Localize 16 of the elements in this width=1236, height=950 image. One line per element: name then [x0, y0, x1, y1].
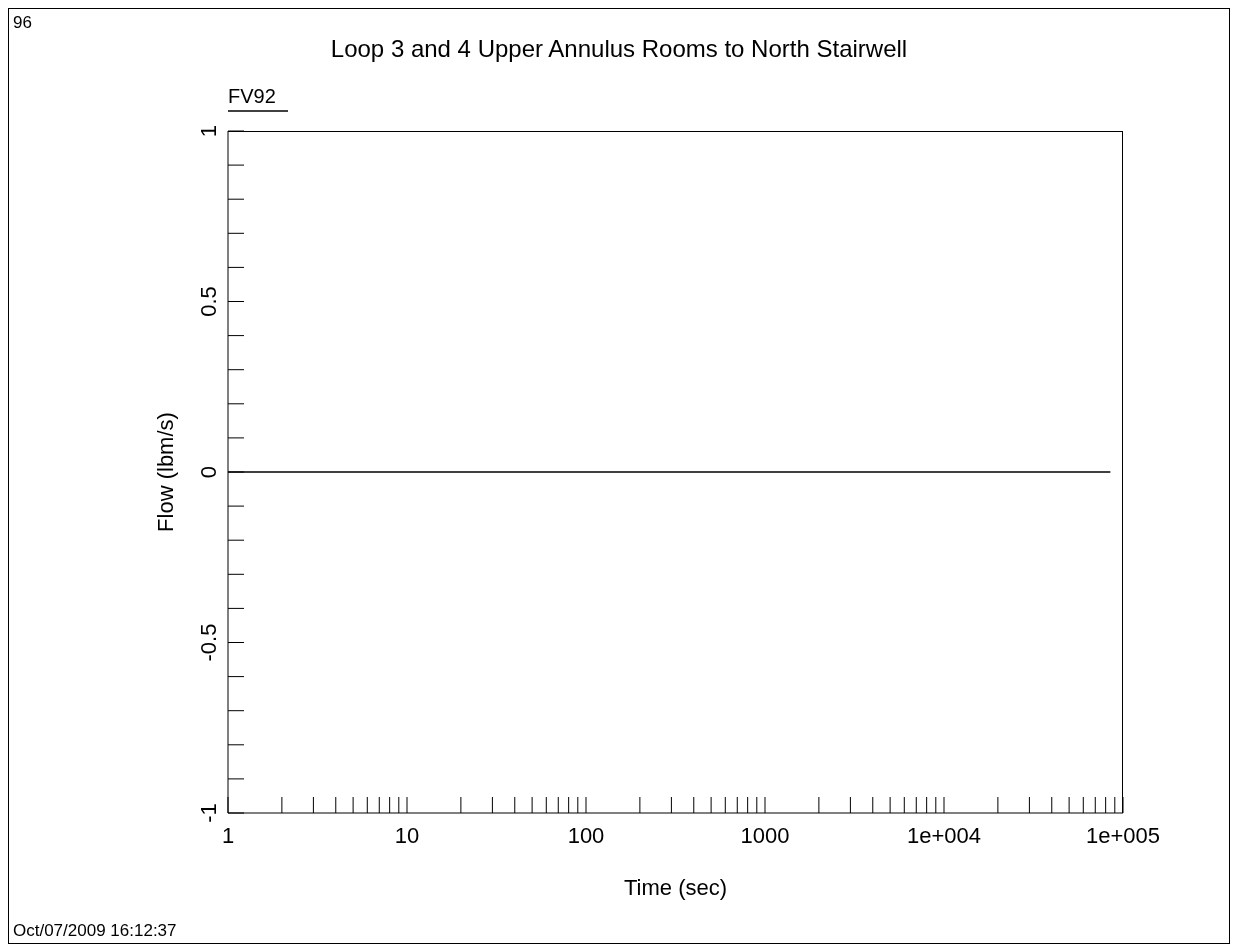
y-tick-label: 0 — [196, 465, 221, 479]
chart-title: Loop 3 and 4 Upper Annulus Rooms to North Stairwell — [329, 35, 909, 63]
x-tick-label: 1000 — [740, 823, 790, 848]
text: 96 — [13, 13, 32, 33]
x-tick-label: 100 — [567, 823, 605, 848]
text: Oct/07/2009 16:12:37 — [13, 921, 177, 941]
y-tick-label: 1 — [196, 124, 221, 138]
y-tick-label: -0.5 — [196, 623, 221, 662]
x-tick-label: 10 — [394, 823, 420, 848]
text: FV92 — [228, 85, 277, 108]
x-axis-title: Time (sec) — [622, 875, 729, 901]
y-axis-title: Flow (lbm/s) — [153, 412, 179, 532]
y-tick-label: -1 — [196, 803, 221, 823]
x-tick-label: 1e+004 — [906, 823, 982, 848]
y-tick-label: 0.5 — [196, 286, 221, 317]
x-tick-label: 1e+005 — [1085, 823, 1161, 848]
